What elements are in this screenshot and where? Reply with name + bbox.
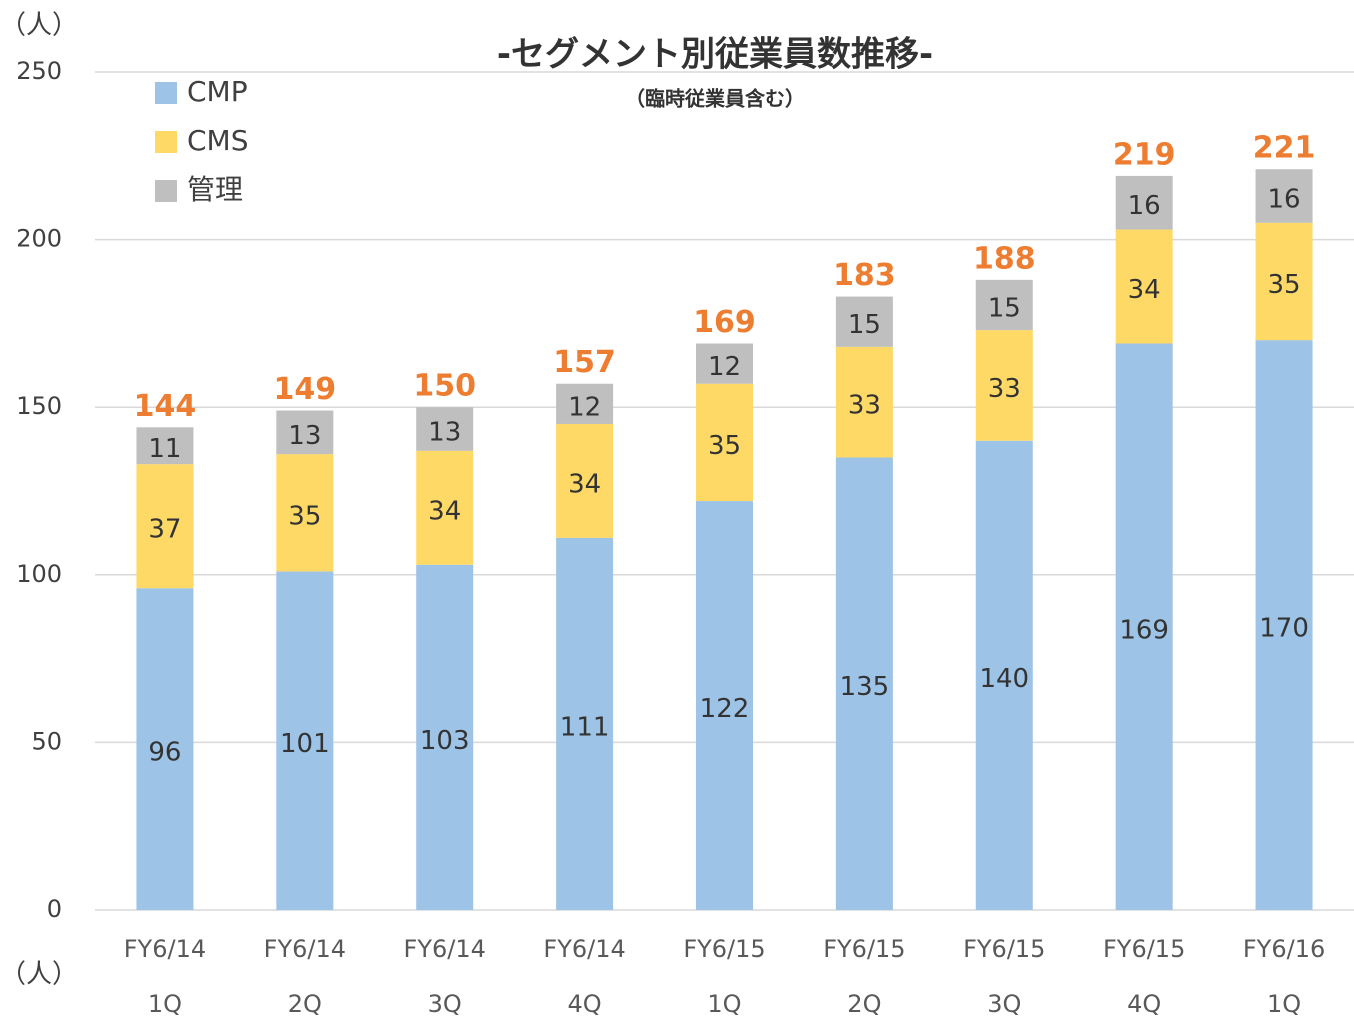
x-tick-label: FY6/14 bbox=[404, 935, 486, 963]
x-axis-label: （人） bbox=[0, 960, 78, 990]
bar-segment bbox=[556, 423, 614, 538]
data-label: 34 bbox=[1128, 275, 1161, 305]
chart-subtitle: （臨時従業員含む） bbox=[625, 87, 805, 111]
data-label: 34 bbox=[428, 496, 461, 526]
bar-segment bbox=[276, 454, 334, 572]
data-label: 140 bbox=[979, 664, 1029, 694]
x-tick-label: FY6/16 bbox=[1243, 935, 1325, 963]
total-label: 219 bbox=[1113, 137, 1176, 172]
data-label: 16 bbox=[1268, 185, 1301, 215]
bar-segment bbox=[416, 450, 474, 565]
total-label: 149 bbox=[274, 372, 337, 407]
y-tick-label: 150 bbox=[16, 392, 62, 420]
x-tick-label: 3Q bbox=[428, 990, 462, 1018]
data-label: 33 bbox=[988, 374, 1021, 404]
y-axis-label: （人） bbox=[0, 11, 78, 41]
bar-segment bbox=[696, 383, 753, 502]
x-tick-label: 3Q bbox=[987, 990, 1021, 1018]
data-label: 96 bbox=[148, 738, 181, 768]
chart-title: -セグメント別従業員数推移- bbox=[497, 35, 933, 75]
bar-segment bbox=[416, 564, 474, 910]
data-label: 169 bbox=[1119, 615, 1169, 645]
data-label: 12 bbox=[568, 392, 601, 422]
x-tick-label: 1Q bbox=[1267, 990, 1301, 1018]
data-label: 11 bbox=[148, 434, 181, 464]
x-tick-label: 1Q bbox=[148, 990, 182, 1018]
bar-segment bbox=[136, 588, 194, 910]
bar-segment bbox=[1115, 175, 1173, 230]
bar-segment bbox=[975, 440, 1033, 910]
data-label: 37 bbox=[148, 515, 181, 545]
data-label: 111 bbox=[560, 712, 610, 742]
bar-segment bbox=[556, 537, 614, 910]
data-label: 35 bbox=[1268, 270, 1301, 300]
y-tick-label: 250 bbox=[16, 57, 62, 85]
data-label: 170 bbox=[1259, 614, 1309, 644]
total-label: 183 bbox=[833, 258, 896, 293]
x-tick-label: FY6/15 bbox=[1103, 935, 1185, 963]
legend-swatch bbox=[155, 131, 177, 153]
x-tick-label: 4Q bbox=[568, 990, 602, 1018]
data-label: 103 bbox=[420, 726, 470, 756]
x-tick-label: FY6/14 bbox=[124, 935, 206, 963]
data-label: 34 bbox=[568, 469, 601, 499]
total-label: 169 bbox=[693, 305, 756, 340]
bar-segment bbox=[136, 464, 194, 589]
bar-segment bbox=[1255, 340, 1313, 910]
x-tick-label: 2Q bbox=[847, 990, 881, 1018]
bar-segment bbox=[835, 296, 893, 347]
y-tick-label: 100 bbox=[16, 560, 62, 588]
data-label: 122 bbox=[700, 694, 750, 724]
data-label: 15 bbox=[988, 293, 1021, 323]
x-tick-label: FY6/15 bbox=[823, 935, 905, 963]
total-label: 157 bbox=[553, 345, 616, 380]
bar-segment bbox=[136, 427, 194, 465]
bar-segment bbox=[1255, 222, 1313, 341]
y-tick-label: 200 bbox=[16, 225, 62, 253]
x-tick-label: FY6/14 bbox=[543, 935, 625, 963]
bar-segment bbox=[835, 457, 893, 910]
data-label: 16 bbox=[1128, 191, 1161, 221]
bar-segment bbox=[835, 346, 893, 458]
data-label: 15 bbox=[848, 310, 881, 340]
bar-segment bbox=[556, 383, 614, 424]
y-tick-label: 0 bbox=[47, 895, 62, 923]
data-label: 13 bbox=[428, 417, 461, 447]
x-tick-label: FY6/15 bbox=[683, 935, 765, 963]
legend-swatch bbox=[155, 82, 177, 104]
x-tick-label: FY6/14 bbox=[264, 935, 346, 963]
bar-segment bbox=[1255, 169, 1313, 223]
bar-segment bbox=[276, 410, 334, 455]
bar-segment bbox=[1115, 343, 1173, 911]
data-label: 13 bbox=[288, 421, 321, 451]
x-tick-label: 4Q bbox=[1127, 990, 1161, 1018]
bar-segment bbox=[696, 501, 753, 910]
total-label: 150 bbox=[413, 369, 476, 404]
bar-segment bbox=[975, 330, 1033, 441]
bar-segment bbox=[416, 407, 474, 451]
bar-segment bbox=[276, 571, 334, 910]
x-tick-label: 2Q bbox=[288, 990, 322, 1018]
data-label: 35 bbox=[708, 431, 741, 461]
total-label: 144 bbox=[134, 389, 197, 424]
legend-label: CMP bbox=[187, 75, 248, 108]
y-tick-label: 50 bbox=[31, 727, 62, 755]
x-tick-label: 1Q bbox=[707, 990, 741, 1018]
legend-label: CMS bbox=[187, 124, 248, 157]
bar-segment bbox=[1115, 229, 1173, 344]
bar-segment bbox=[975, 279, 1033, 331]
data-label: 12 bbox=[708, 352, 741, 382]
legend-swatch bbox=[155, 180, 177, 202]
data-label: 35 bbox=[288, 501, 321, 531]
bar-segment bbox=[696, 343, 753, 384]
data-label: 33 bbox=[848, 391, 881, 421]
total-label: 221 bbox=[1253, 131, 1316, 166]
x-tick-label: FY6/15 bbox=[963, 935, 1045, 963]
data-label: 135 bbox=[840, 672, 890, 702]
data-label: 101 bbox=[280, 729, 330, 759]
total-label: 188 bbox=[973, 241, 1036, 276]
legend-label: 管理 bbox=[187, 173, 243, 206]
